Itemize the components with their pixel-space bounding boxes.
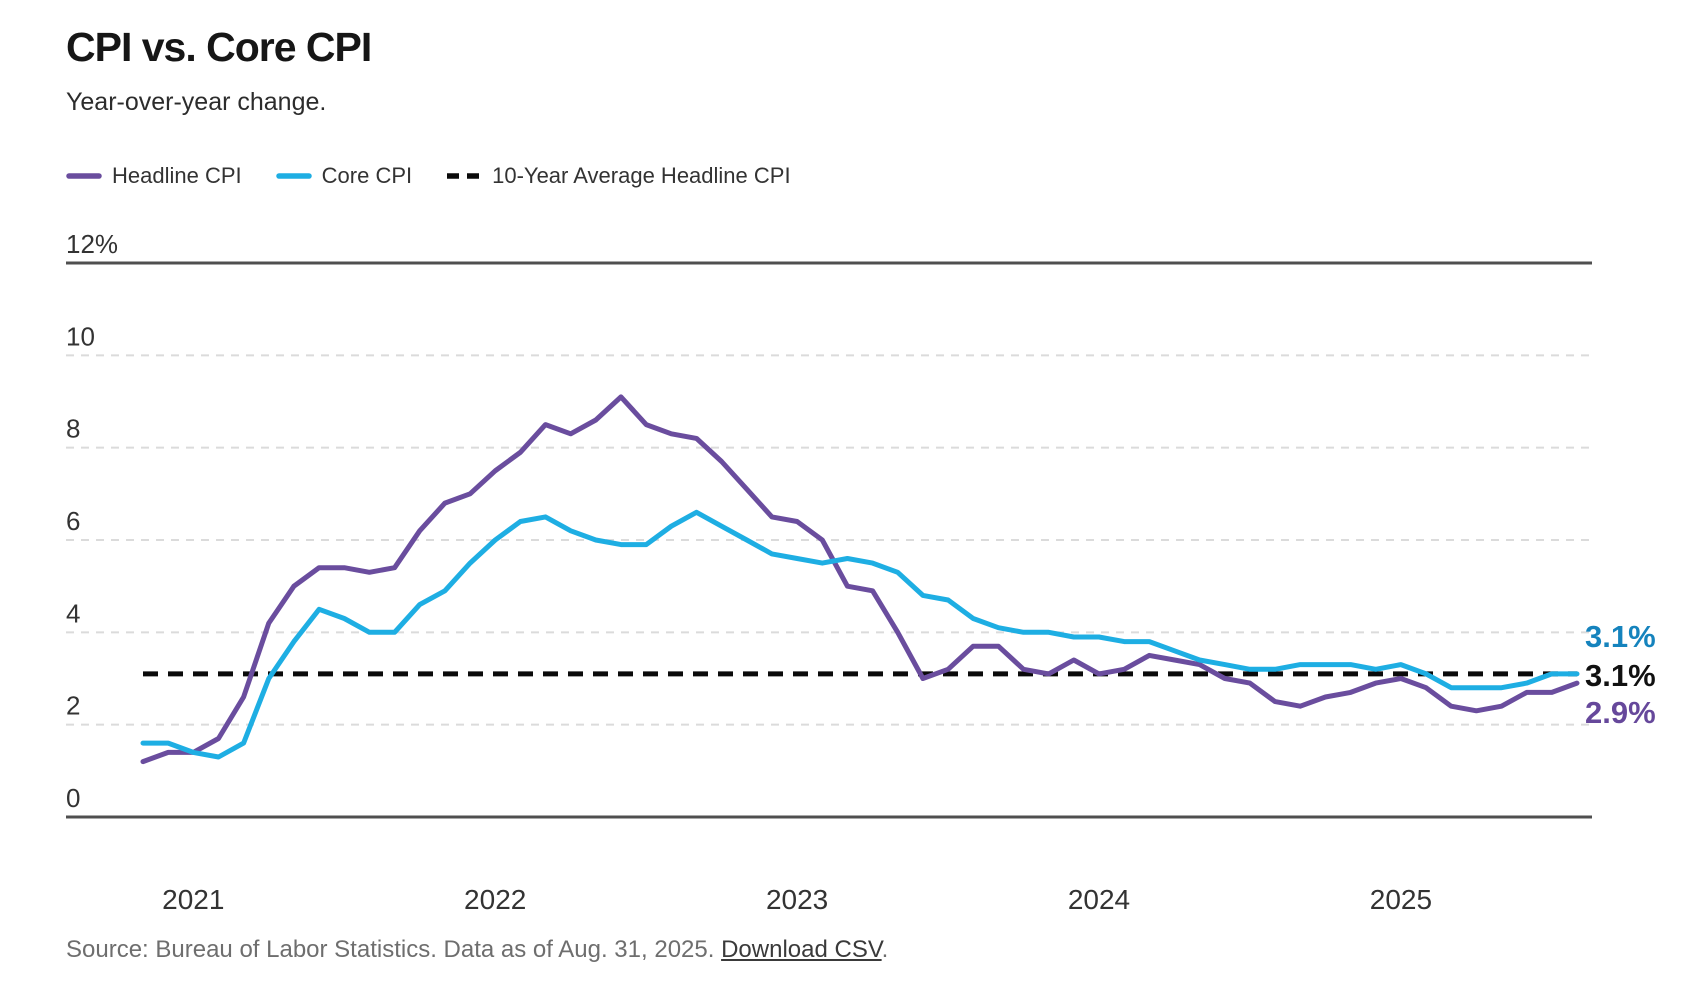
- y-axis-label: 10: [66, 321, 95, 351]
- end-label-headline-cpi: 2.9%: [1585, 695, 1656, 730]
- y-axis-label: 0: [66, 783, 80, 813]
- legend: Headline CPI Core CPI 10-Year Average He…: [66, 160, 825, 192]
- chart-subtitle: Year-over-year change.: [66, 88, 327, 116]
- dashed-line-swatch-icon: [447, 173, 483, 179]
- legend-item-core-cpi: Core CPI: [275, 163, 413, 189]
- legend-item-headline-cpi: Headline CPI: [66, 163, 242, 189]
- source-text: Source: Bureau of Labor Statistics. Data…: [66, 936, 722, 963]
- download-csv-link[interactable]: Download CSV: [721, 936, 882, 963]
- x-axis-label: 2023: [766, 884, 828, 915]
- y-axis-label: 4: [66, 598, 80, 628]
- legend-label-average: 10-Year Average Headline CPI: [492, 163, 791, 188]
- end-label-average: 3.1%: [1585, 658, 1656, 693]
- source-suffix: .: [881, 936, 889, 963]
- core-line-swatch-icon: [275, 173, 312, 179]
- end-label-core-cpi: 3.1%: [1585, 619, 1656, 654]
- y-axis-label: 6: [66, 506, 80, 536]
- source-line: Source: Bureau of Labor Statistics. Data…: [66, 936, 888, 964]
- x-axis-label: 2021: [162, 884, 224, 915]
- x-axis-label: 2022: [464, 884, 526, 915]
- legend-item-average: 10-Year Average Headline CPI: [446, 163, 791, 189]
- chart-title: CPI vs. Core CPI: [66, 24, 372, 70]
- y-axis-label: 12%: [66, 229, 118, 259]
- x-axis-label: 2024: [1068, 884, 1130, 915]
- headline-cpi-line: [140, 394, 1580, 765]
- legend-label-headline-cpi: Headline CPI: [112, 163, 242, 188]
- headline-line-swatch-icon: [66, 173, 102, 179]
- legend-label-core-cpi: Core CPI: [321, 163, 413, 188]
- core-cpi-line: [140, 509, 1580, 760]
- y-axis-label: 2: [66, 691, 80, 721]
- y-axis-label: 8: [66, 414, 80, 444]
- x-axis-label: 2025: [1370, 884, 1432, 915]
